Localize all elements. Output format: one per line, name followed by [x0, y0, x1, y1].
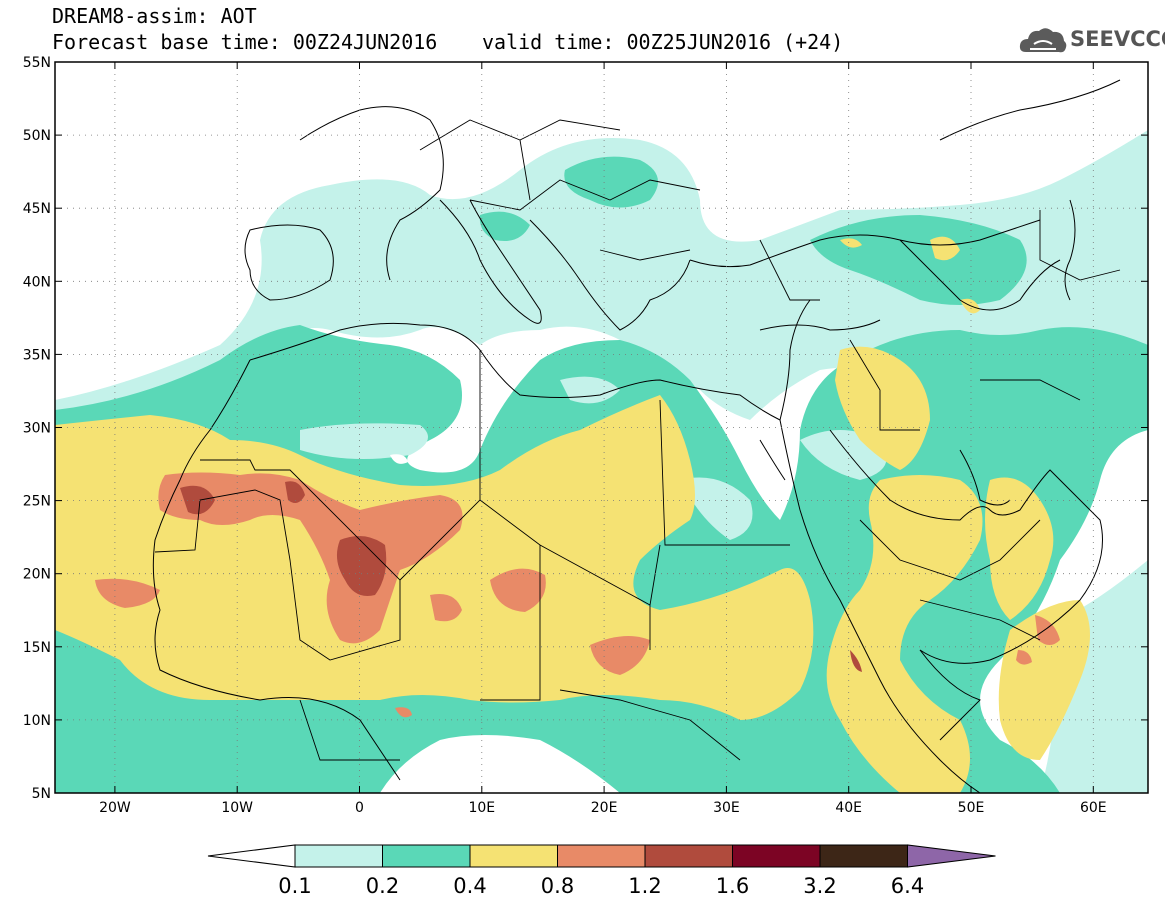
lon-label: 0	[355, 800, 364, 816]
lat-label: 10N	[23, 713, 51, 729]
colorbar-label: 0.2	[366, 874, 399, 898]
country-borders	[154, 119, 1121, 761]
valid-time: valid time: 00Z25JUN2016 (+24)	[482, 30, 844, 54]
lon-label: 20W	[99, 800, 131, 816]
lat-label: 25N	[23, 494, 51, 510]
colorbar-swatch	[294, 844, 383, 868]
lat-label: 40N	[23, 274, 51, 290]
lat-label: 55N	[23, 55, 51, 71]
lon-label: 40E	[835, 800, 862, 816]
colorbar-swatch	[819, 844, 908, 868]
colorbar-label: 6.4	[891, 874, 924, 898]
lat-label: 20N	[23, 567, 51, 583]
colorbar-swatch	[469, 844, 558, 868]
lat-label: 30N	[23, 421, 51, 437]
lat-label: 50N	[23, 128, 51, 144]
graticule	[55, 62, 1148, 793]
colorbar-over-triangle	[907, 844, 996, 868]
aot-contours	[55, 130, 1148, 793]
lat-label: 35N	[23, 347, 51, 363]
forecast-base-time: Forecast base time: 00Z24JUN2016	[52, 30, 438, 54]
colorbar-swatch	[557, 844, 646, 868]
colorbar-swatch	[732, 844, 821, 868]
colorbar-label: 1.6	[716, 874, 749, 898]
longitude-labels: 20W 10W 0 10E 20E 30E 40E 50E 60E	[99, 800, 1107, 816]
colorbar-swatch	[382, 844, 471, 868]
colorbar-label: 0.1	[278, 874, 311, 898]
lat-label: 45N	[23, 201, 51, 217]
colorbar: 0.1 0.2 0.4 0.8 1.2 1.6 3.2 6.4	[207, 844, 996, 898]
colorbar-under-triangle	[207, 844, 296, 868]
colorbar-swatch	[644, 844, 733, 868]
map-title: DREAM8-assim: AOT	[52, 4, 257, 28]
lon-label: 20E	[591, 800, 618, 816]
coastlines	[152, 79, 1121, 793]
lon-label: 10W	[221, 800, 253, 816]
lat-label: 15N	[23, 640, 51, 656]
colorbar-label: 3.2	[803, 874, 836, 898]
axis-ticks	[55, 61, 1148, 794]
cloud-icon	[1019, 28, 1067, 53]
lat-label: 5N	[32, 786, 51, 802]
lon-label: 60E	[1080, 800, 1107, 816]
logo-text: SEEVCCC	[1070, 27, 1165, 51]
seevccc-logo: SEEVCCC	[1018, 22, 1165, 58]
lon-label: 30E	[713, 800, 740, 816]
colorbar-label: 0.8	[541, 874, 574, 898]
lon-label: 50E	[958, 800, 985, 816]
latitude-labels: 55N 50N 45N 40N 35N 30N 25N 20N 15N 10N 5N	[23, 55, 51, 802]
colorbar-label: 1.2	[628, 874, 661, 898]
lon-label: 10E	[468, 800, 495, 816]
colorbar-label: 0.4	[453, 874, 486, 898]
